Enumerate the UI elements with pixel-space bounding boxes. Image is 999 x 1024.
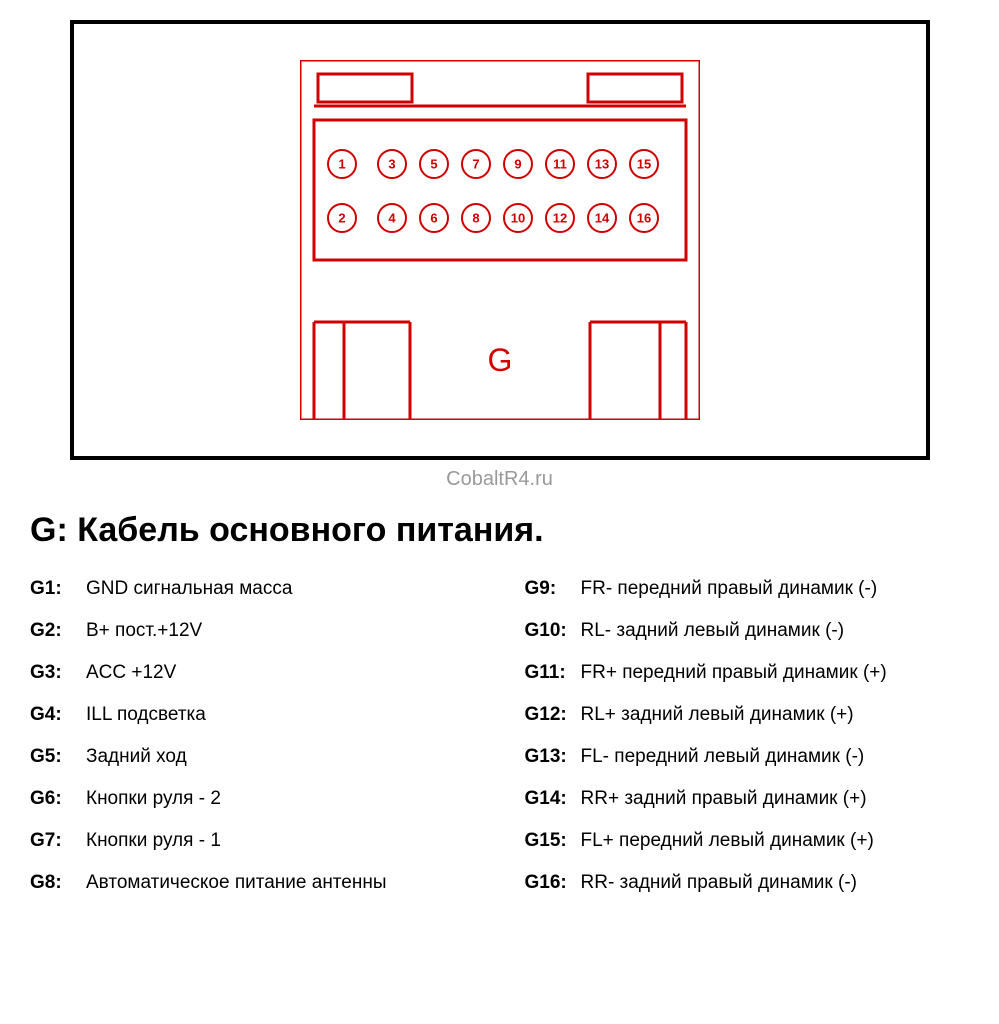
pin-row: G10:RL- задний левый динамик (-) bbox=[525, 620, 970, 642]
pin-row: G11:FR+ передний правый динамик (+) bbox=[525, 662, 970, 684]
diagram-frame: 12357911131546810121416G bbox=[70, 20, 930, 460]
pin-row: G2:B+ пост.+12V bbox=[30, 620, 475, 642]
pin-key: G9: bbox=[525, 578, 581, 600]
pin-description: RR- задний правый динамик (-) bbox=[581, 872, 857, 894]
pin-definition-list: G1:GND сигнальная массаG2:B+ пост.+12VG3… bbox=[30, 578, 969, 914]
pin-key: G10: bbox=[525, 620, 581, 642]
svg-text:13: 13 bbox=[594, 157, 608, 172]
pin-key: G14: bbox=[525, 788, 581, 810]
pin-key: G15: bbox=[525, 830, 581, 852]
pin-description: Задний ход bbox=[86, 746, 187, 768]
pin-description: GND сигнальная масса bbox=[86, 578, 292, 600]
pin-description: ACC +12V bbox=[86, 662, 176, 684]
pin-column-left: G1:GND сигнальная массаG2:B+ пост.+12VG3… bbox=[30, 578, 475, 914]
pin-key: G2: bbox=[30, 620, 86, 642]
svg-text:G: G bbox=[487, 342, 512, 378]
pin-row: G8:Автоматическое питание антенны bbox=[30, 872, 475, 894]
watermark-text: CobaltR4.ru bbox=[30, 468, 969, 491]
pin-row: G12:RL+ задний левый динамик (+) bbox=[525, 704, 970, 726]
pin-row: G15:FL+ передний левый динамик (+) bbox=[525, 830, 970, 852]
svg-text:2: 2 bbox=[338, 211, 345, 226]
svg-text:15: 15 bbox=[636, 157, 650, 172]
pin-row: G3:ACC +12V bbox=[30, 662, 475, 684]
pin-key: G12: bbox=[525, 704, 581, 726]
pin-key: G3: bbox=[30, 662, 86, 684]
svg-text:4: 4 bbox=[388, 211, 396, 226]
pin-key: G5: bbox=[30, 746, 86, 768]
pin-key: G1: bbox=[30, 578, 86, 600]
pin-key: G16: bbox=[525, 872, 581, 894]
pin-row: G1:GND сигнальная масса bbox=[30, 578, 475, 600]
svg-text:7: 7 bbox=[472, 157, 479, 172]
pin-description: RL+ задний левый динамик (+) bbox=[581, 704, 854, 726]
pin-key: G13: bbox=[525, 746, 581, 768]
connector-diagram: 12357911131546810121416G bbox=[300, 60, 700, 420]
pin-description: ILL подсветка bbox=[86, 704, 206, 726]
pin-key: G11: bbox=[525, 662, 581, 684]
pin-row: G4:ILL подсветка bbox=[30, 704, 475, 726]
svg-text:14: 14 bbox=[594, 211, 609, 226]
pin-key: G6: bbox=[30, 788, 86, 810]
pin-row: G7:Кнопки руля - 1 bbox=[30, 830, 475, 852]
pin-description: RL- задний левый динамик (-) bbox=[581, 620, 845, 642]
pin-description: B+ пост.+12V bbox=[86, 620, 202, 642]
pin-description: FL- передний левый динамик (-) bbox=[581, 746, 865, 768]
pin-description: Автоматическое питание антенны bbox=[86, 872, 387, 894]
pin-description: Кнопки руля - 2 bbox=[86, 788, 221, 810]
pin-description: Кнопки руля - 1 bbox=[86, 830, 221, 852]
pin-row: G14:RR+ задний правый динамик (+) bbox=[525, 788, 970, 810]
pin-key: G8: bbox=[30, 872, 86, 894]
pin-description: FR+ передний правый динамик (+) bbox=[581, 662, 887, 684]
pin-row: G16:RR- задний правый динамик (-) bbox=[525, 872, 970, 894]
pin-key: G4: bbox=[30, 704, 86, 726]
svg-text:3: 3 bbox=[388, 157, 395, 172]
svg-text:16: 16 bbox=[636, 211, 650, 226]
svg-text:6: 6 bbox=[430, 211, 437, 226]
svg-text:11: 11 bbox=[553, 157, 567, 172]
pin-description: RR+ задний правый динамик (+) bbox=[581, 788, 867, 810]
svg-text:5: 5 bbox=[430, 157, 437, 172]
pin-row: G5:Задний ход bbox=[30, 746, 475, 768]
pin-row: G9:FR- передний правый динамик (-) bbox=[525, 578, 970, 600]
pin-description: FR- передний правый динамик (-) bbox=[581, 578, 878, 600]
svg-text:1: 1 bbox=[338, 157, 345, 172]
pin-column-right: G9:FR- передний правый динамик (-)G10:RL… bbox=[525, 578, 970, 914]
svg-text:12: 12 bbox=[552, 211, 566, 226]
svg-text:10: 10 bbox=[510, 211, 524, 226]
section-title: G: Кабель основного питания. bbox=[30, 511, 969, 550]
svg-text:9: 9 bbox=[514, 157, 521, 172]
pin-row: G13:FL- передний левый динамик (-) bbox=[525, 746, 970, 768]
pin-row: G6:Кнопки руля - 2 bbox=[30, 788, 475, 810]
pin-description: FL+ передний левый динамик (+) bbox=[581, 830, 874, 852]
svg-text:8: 8 bbox=[472, 211, 479, 226]
pin-key: G7: bbox=[30, 830, 86, 852]
